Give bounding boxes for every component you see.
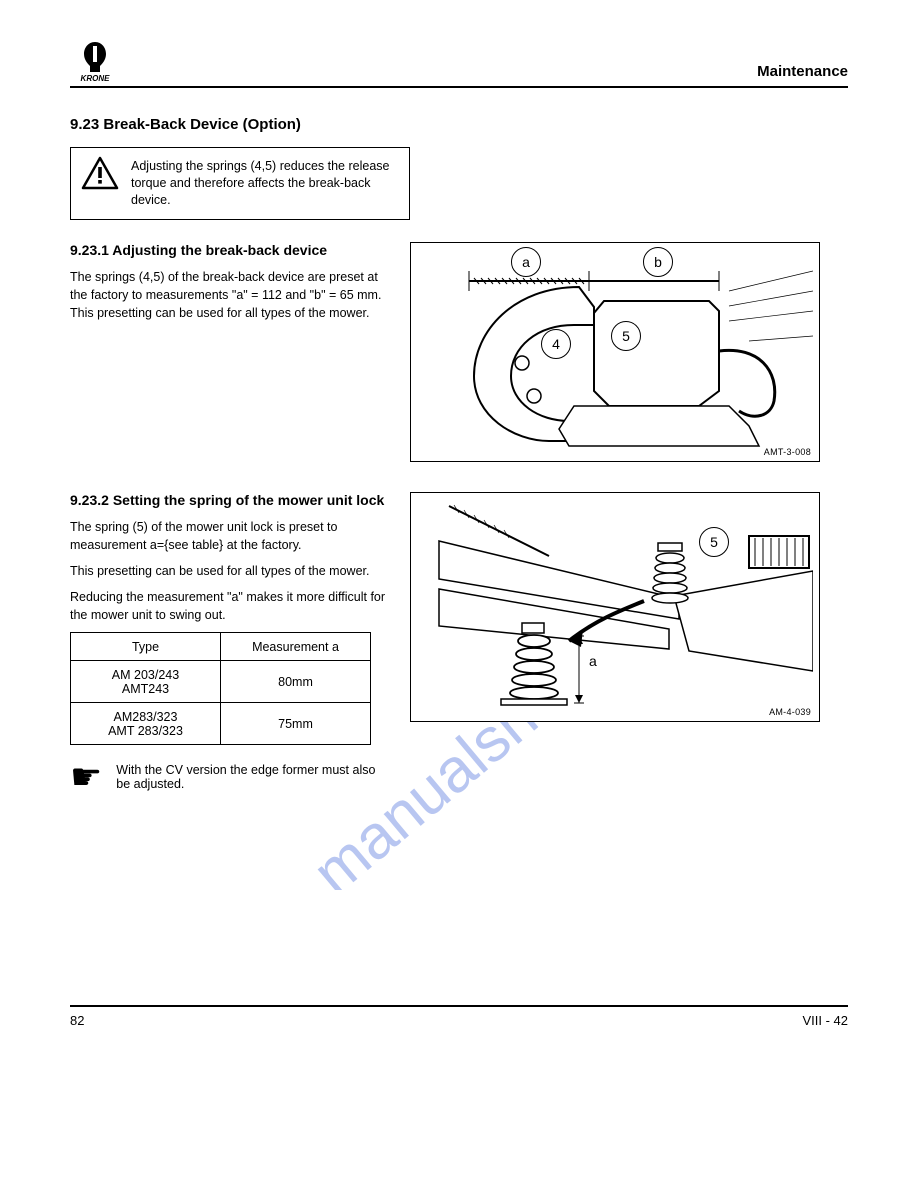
pointing-hand-icon: ☛ bbox=[70, 759, 102, 795]
fig1-label-a: a bbox=[511, 247, 541, 277]
block-spring-lock: 9.23.2 Setting the spring of the mower u… bbox=[70, 492, 848, 806]
table-header-measure: Measurement a bbox=[221, 633, 371, 661]
block2-p3: Reducing the measurement "a" makes it mo… bbox=[70, 588, 390, 624]
table-cell: 75mm bbox=[221, 703, 371, 745]
note-row: ☛ With the CV version the edge former mu… bbox=[70, 759, 390, 795]
fig1-label-4: 4 bbox=[541, 329, 571, 359]
table-cell: AM283/323 AMT 283/323 bbox=[71, 703, 221, 745]
footer-section: VIII - 42 bbox=[802, 1013, 848, 1028]
warning-text: Adjusting the springs (4,5) reduces the … bbox=[131, 158, 395, 209]
figure-1: a b 4 5 AMT-3-008 bbox=[410, 242, 820, 462]
block2-p2: This presetting can be used for all type… bbox=[70, 562, 390, 580]
fig1-label-5: 5 bbox=[611, 321, 641, 351]
block1-heading: 9.23.1 Adjusting the break-back device bbox=[70, 242, 390, 258]
footer-page: 82 bbox=[70, 1013, 84, 1028]
measurement-table: Type Measurement a AM 203/243 AMT243 80m… bbox=[70, 632, 371, 745]
figure-2: 5 a AM-4-039 bbox=[410, 492, 820, 722]
page-header: KRONE Maintenance bbox=[70, 40, 848, 88]
block2-p1: The spring (5) of the mower unit lock is… bbox=[70, 518, 390, 554]
brand-logo: KRONE bbox=[70, 40, 120, 82]
fig2-label-5: 5 bbox=[699, 527, 729, 557]
section-title: 9.23 Break-Back Device (Option) bbox=[70, 116, 848, 133]
fig2-label-a: a bbox=[589, 653, 597, 669]
block1-text: The springs (4,5) of the break-back devi… bbox=[70, 268, 390, 322]
note-text: With the CV version the edge former must… bbox=[116, 763, 390, 791]
block-adjust-breakback: 9.23.1 Adjusting the break-back device T… bbox=[70, 242, 848, 466]
fig1-caption: AMT-3-008 bbox=[764, 447, 811, 457]
warning-box: Adjusting the springs (4,5) reduces the … bbox=[70, 147, 410, 220]
svg-text:KRONE: KRONE bbox=[81, 74, 111, 82]
header-title: Maintenance bbox=[130, 63, 848, 82]
table-header-type: Type bbox=[71, 633, 221, 661]
block2-heading: 9.23.2 Setting the spring of the mower u… bbox=[70, 492, 390, 508]
page-footer: 82 VIII - 42 bbox=[70, 1005, 848, 1028]
table-cell: AM 203/243 AMT243 bbox=[71, 661, 221, 703]
table-cell: 80mm bbox=[221, 661, 371, 703]
warning-icon bbox=[81, 156, 119, 190]
fig1-label-b: b bbox=[643, 247, 673, 277]
fig2-caption: AM-4-039 bbox=[769, 707, 811, 717]
